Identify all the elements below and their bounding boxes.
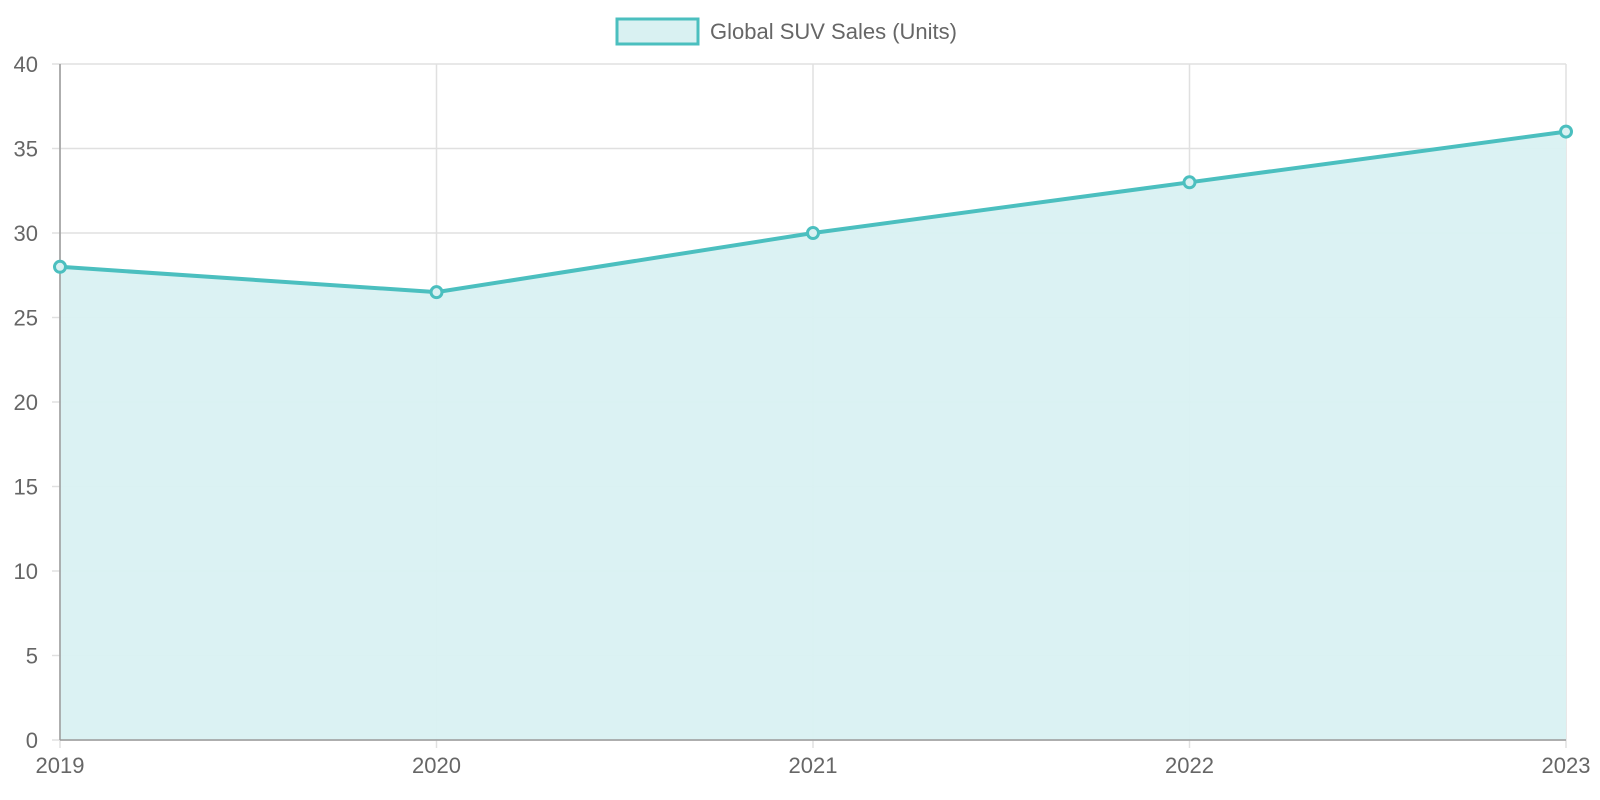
x-tick-label: 2020 <box>412 753 461 778</box>
y-tick-label: 10 <box>14 559 38 584</box>
x-tick-label: 2022 <box>1165 753 1214 778</box>
y-tick-label: 25 <box>14 306 38 331</box>
y-tick-label: 30 <box>14 221 38 246</box>
y-axis-ticks: 0 5 10 15 20 25 30 35 40 <box>14 52 38 753</box>
y-tick-label: 5 <box>26 644 38 669</box>
x-tick-label: 2021 <box>789 753 838 778</box>
data-point-2020[interactable] <box>429 285 444 300</box>
y-tick-label: 0 <box>26 728 38 753</box>
data-point-2019[interactable] <box>53 259 67 274</box>
data-points <box>53 124 1573 300</box>
legend[interactable]: Global SUV Sales (Units) <box>615 17 957 46</box>
data-point-2022[interactable] <box>1182 175 1197 190</box>
x-tick-label: 2019 <box>36 753 85 778</box>
series-area <box>60 131 1566 741</box>
y-tick-label: 35 <box>14 137 38 162</box>
y-tick-label: 15 <box>14 475 38 500</box>
data-point-2023[interactable] <box>1559 124 1573 139</box>
legend-swatch <box>615 17 700 46</box>
data-point-2021[interactable] <box>806 226 820 240</box>
axes <box>59 64 1566 741</box>
y-tick-label: 40 <box>14 52 38 77</box>
x-tick-label: 2023 <box>1542 753 1591 778</box>
legend-label: Global SUV Sales (Units) <box>710 19 957 44</box>
y-tick-label: 20 <box>14 390 38 415</box>
x-axis-ticks: 2019 2020 2021 2022 2023 <box>36 753 1591 778</box>
